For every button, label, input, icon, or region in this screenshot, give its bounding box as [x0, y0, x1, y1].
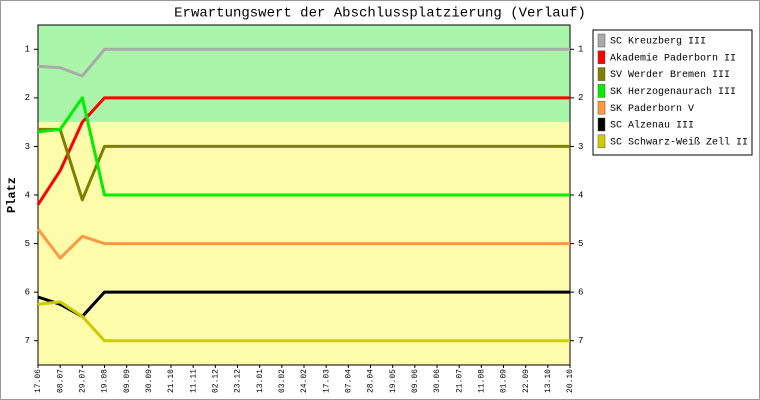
y-tick-label: 3 — [578, 142, 583, 152]
x-tick-label: 17.03 — [322, 369, 331, 393]
x-tick-label: 21.07 — [455, 369, 464, 393]
series-line — [36, 228, 570, 260]
y-tick-label: 2 — [578, 93, 583, 103]
y-tick-label: 4 — [25, 190, 30, 200]
series-line — [37, 290, 570, 318]
legend-label: SC Alzenau III — [610, 120, 694, 132]
legend-label: SC Schwarz-Weiß Zell II — [610, 136, 748, 148]
x-tick-label: 29.07 — [78, 369, 87, 393]
legend-label: SK Herzogenaurach III — [610, 86, 736, 98]
y-tick-label: 7 — [25, 336, 30, 346]
y-tick-label: 1 — [578, 45, 583, 55]
x-tick-label: 09.09 — [123, 369, 132, 393]
legend-label: Akademie Paderborn II — [610, 52, 736, 64]
legend-swatch — [597, 134, 606, 149]
x-tick-label: 30.06 — [433, 369, 442, 393]
legend-label: SK Paderborn V — [610, 103, 694, 115]
legend-swatch — [597, 84, 606, 98]
legend-swatch — [597, 100, 606, 115]
series-line — [37, 300, 570, 343]
x-tick-label: 30.09 — [145, 369, 154, 393]
series-line — [37, 47, 570, 78]
x-tick-label: 24.02 — [300, 369, 309, 393]
y-tick-label: 5 — [578, 239, 583, 249]
x-tick-label: 13.01 — [256, 369, 265, 393]
x-tick-label: 03.02 — [278, 369, 287, 393]
x-tick-label: 28.04 — [367, 369, 376, 393]
y-tick-label: 6 — [578, 288, 583, 298]
x-tick-label: 17.06 — [34, 369, 43, 393]
y-tick-label: 7 — [578, 336, 583, 346]
x-tick-label: 19.08 — [101, 369, 110, 393]
x-tick-label: 11.11 — [189, 369, 198, 393]
x-tick-label: 13.10 — [544, 369, 553, 393]
x-tick-label: 07.04 — [344, 369, 353, 393]
x-tick-label: 08.07 — [56, 369, 65, 393]
y-tick-label: 5 — [25, 239, 30, 249]
legend-box — [592, 29, 753, 156]
y-tick-label: 6 — [25, 288, 30, 298]
series-line — [36, 96, 570, 206]
legend-label: SV Werder Bremen III — [610, 69, 730, 81]
x-tick-label: 02.12 — [211, 369, 220, 393]
x-tick-label: 19.05 — [389, 369, 398, 393]
band — [38, 25, 570, 123]
legend-swatch — [597, 50, 606, 65]
series-line — [38, 127, 570, 202]
y-tick-label: 4 — [578, 190, 583, 200]
y-tick-label: 2 — [25, 93, 30, 103]
x-tick-label: 23.12 — [234, 369, 243, 393]
y-axis-label: Platz — [5, 177, 19, 213]
legend-label: SC Kreuzberg III — [610, 36, 706, 48]
x-tick-label: 20.10 — [566, 369, 575, 393]
y-tick-label: 3 — [25, 142, 30, 152]
x-tick-label: 22.09 — [522, 369, 531, 393]
series-line — [37, 96, 570, 197]
x-tick-label: 01.09 — [500, 369, 509, 393]
x-tick-label: 21.10 — [167, 369, 176, 393]
legend-swatch — [597, 117, 606, 132]
legend-swatch — [597, 67, 606, 81]
legend-swatch — [597, 33, 606, 48]
x-tick-label: 11.08 — [477, 369, 486, 393]
chart-title: Erwartungswert der Abschlussplatzierung … — [174, 6, 586, 22]
x-tick-label: 09.06 — [411, 369, 420, 393]
y-tick-label: 1 — [25, 45, 30, 55]
